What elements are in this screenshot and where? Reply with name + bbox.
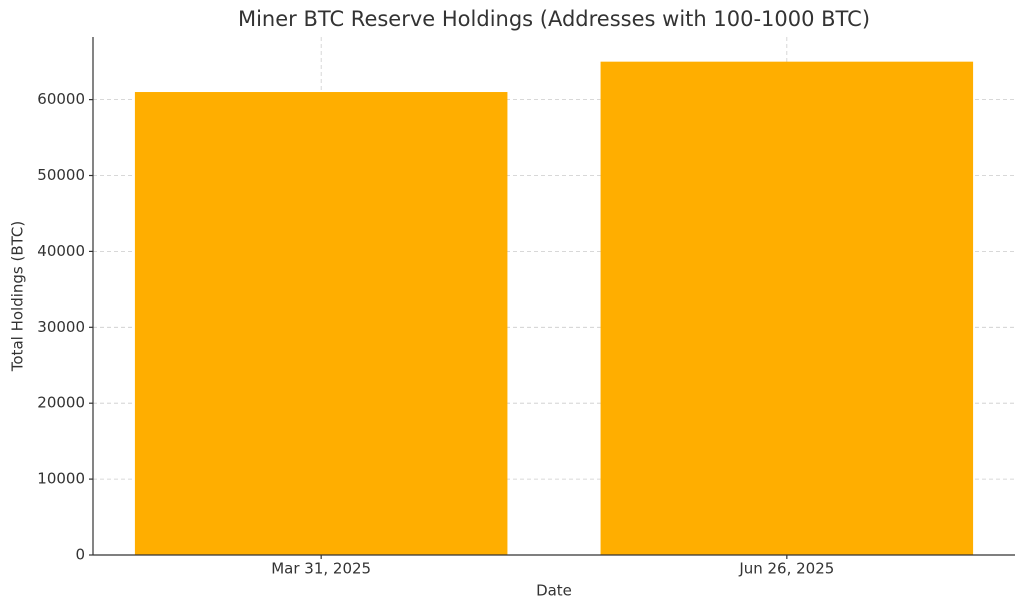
bar <box>600 61 974 556</box>
y-tick-label: 20000 <box>37 394 85 412</box>
y-tick-label: 50000 <box>37 166 85 184</box>
y-tick-label: 0 <box>75 546 85 564</box>
y-tick-label: 30000 <box>37 318 85 336</box>
x-tick-label: Mar 31, 2025 <box>271 560 371 578</box>
y-tick-label: 40000 <box>37 242 85 260</box>
x-tick-label: Jun 26, 2025 <box>738 560 834 578</box>
y-tick-label: 10000 <box>37 470 85 488</box>
bar <box>134 92 508 556</box>
y-tick-label: 60000 <box>37 90 85 108</box>
chart-title: Miner BTC Reserve Holdings (Addresses wi… <box>238 7 870 31</box>
x-axis-label: Date <box>536 582 572 600</box>
y-axis-label: Total Holdings (BTC) <box>9 221 27 372</box>
